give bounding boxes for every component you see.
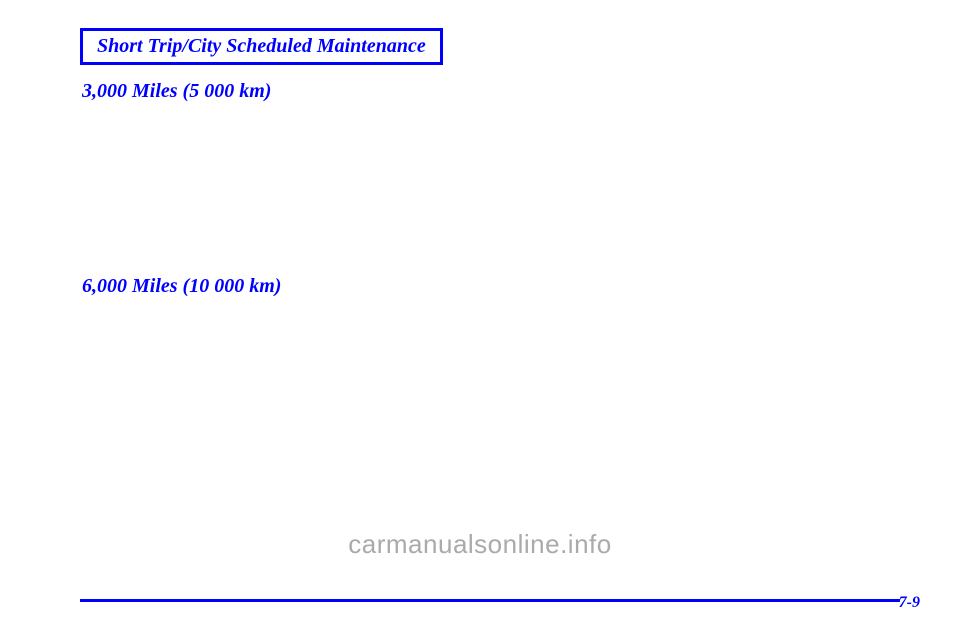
watermark-text: carmanualsonline.info: [348, 529, 611, 560]
footer-rule: [80, 599, 900, 602]
header-title: Short Trip/City Scheduled Maintenance: [97, 35, 426, 57]
header-box: Short Trip/City Scheduled Maintenance: [80, 28, 443, 65]
page-container: Short Trip/City Scheduled Maintenance 3,…: [0, 0, 960, 640]
section-heading-6000: 6,000 Miles (10 000 km): [82, 275, 281, 298]
page-number: 7-9: [899, 594, 920, 612]
section-heading-3000: 3,000 Miles (5 000 km): [82, 80, 271, 103]
